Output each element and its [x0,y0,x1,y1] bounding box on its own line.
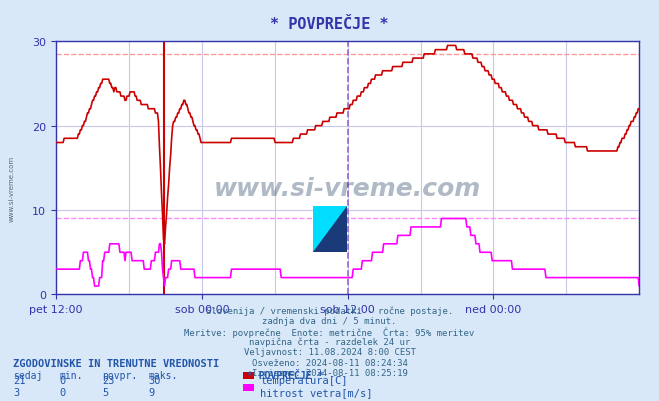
Text: 5: 5 [102,387,108,397]
Text: 23: 23 [102,375,115,385]
Text: 21: 21 [13,375,26,385]
Text: 9: 9 [148,387,154,397]
Text: www.si-vreme.com: www.si-vreme.com [214,177,481,200]
Text: ZGODOVINSKE IN TRENUTNE VREDNOSTI: ZGODOVINSKE IN TRENUTNE VREDNOSTI [13,358,219,368]
Text: hitrost vetra[m/s]: hitrost vetra[m/s] [260,387,373,397]
FancyBboxPatch shape [243,372,254,379]
Text: 30: 30 [148,375,161,385]
Text: 0: 0 [59,387,65,397]
Text: sedaj: sedaj [13,370,43,380]
Text: Meritve: povprečne  Enote: metrične  Črta: 95% meritev: Meritve: povprečne Enote: metrične Črta:… [185,326,474,337]
Text: * POVPREČJE *: * POVPREČJE * [247,370,324,380]
Text: Slovenija / vremenski podatki - ročne postaje.: Slovenija / vremenski podatki - ročne po… [206,306,453,315]
Text: www.si-vreme.com: www.si-vreme.com [9,156,14,221]
Text: maks.: maks. [148,370,178,380]
Text: min.: min. [59,370,83,380]
Text: temperatura[C]: temperatura[C] [260,375,348,385]
Polygon shape [313,207,347,253]
Text: 3: 3 [13,387,19,397]
Text: Izrisano: 2024-08-11 08:25:19: Izrisano: 2024-08-11 08:25:19 [252,368,407,377]
Text: Veljavnost: 11.08.2024 8:00 CEST: Veljavnost: 11.08.2024 8:00 CEST [243,347,416,356]
FancyBboxPatch shape [243,384,254,391]
Text: navpična črta - razdelek 24 ur: navpična črta - razdelek 24 ur [249,337,410,346]
Text: povpr.: povpr. [102,370,137,380]
Text: Osveženo: 2024-08-11 08:24:34: Osveženo: 2024-08-11 08:24:34 [252,358,407,367]
Text: * POVPREČJE *: * POVPREČJE * [270,17,389,32]
Text: zadnja dva dni / 5 minut.: zadnja dva dni / 5 minut. [262,316,397,325]
Polygon shape [313,207,347,253]
Text: 0: 0 [59,375,65,385]
